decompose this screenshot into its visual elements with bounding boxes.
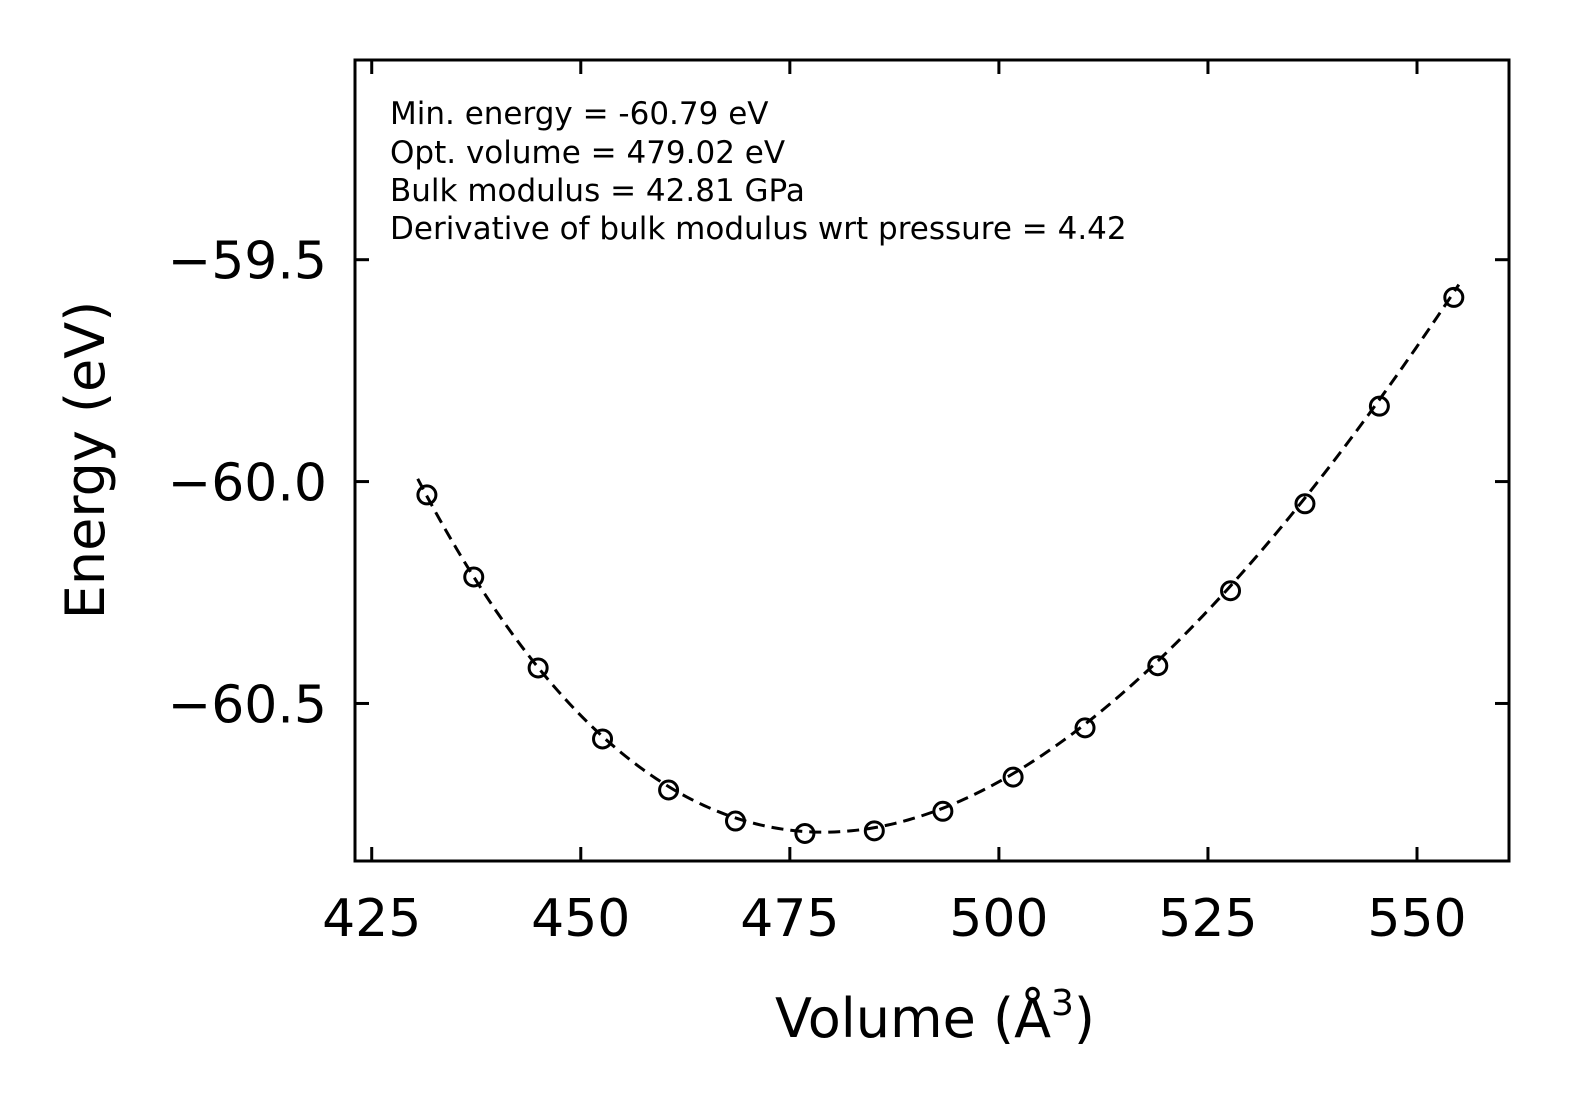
data-point — [724, 810, 746, 832]
annotation-opt-volume: Opt. volume = 479.02 eV — [390, 135, 785, 171]
x-axis-label-close: ) — [1074, 987, 1095, 1050]
y-tick-label: −60.0 — [168, 454, 327, 514]
x-tick-label: 425 — [322, 889, 421, 949]
data-point — [463, 566, 485, 588]
annotation-block: Min. energy = -60.79 eV Opt. volume = 47… — [390, 96, 1127, 247]
y-axis-ticks: −59.5 −60.0 −60.5 — [168, 232, 1509, 735]
annotation-min-energy: Min. energy = -60.79 eV — [390, 96, 768, 132]
annotation-bulk-modulus: Bulk modulus = 42.81 GPa — [390, 173, 805, 209]
annotation-bulk-derivative: Derivative of bulk modulus wrt pressure … — [390, 211, 1127, 247]
data-point — [1294, 493, 1316, 515]
fit-curve-line — [416, 283, 1461, 834]
x-tick-label: 525 — [1158, 889, 1257, 949]
data-point — [794, 822, 816, 844]
y-axis-label: Energy (eV) — [54, 301, 117, 620]
x-axis-label: Volume (Å3) — [775, 983, 1095, 1050]
data-point — [1443, 286, 1465, 308]
x-tick-label: 450 — [531, 889, 630, 949]
data-point — [527, 657, 549, 679]
x-axis-label-sup: 3 — [1051, 983, 1074, 1024]
data-point — [863, 820, 885, 842]
data-points — [416, 286, 1465, 844]
x-axis-ticks: 425 450 475 500 525 550 — [322, 60, 1467, 949]
data-point — [1368, 395, 1390, 417]
data-point — [1147, 655, 1169, 677]
x-tick-label: 550 — [1367, 889, 1466, 949]
y-tick-label: −59.5 — [168, 232, 327, 292]
data-point — [932, 800, 954, 822]
data-point — [658, 779, 680, 801]
x-axis-label-base: Volume (Å — [775, 986, 1051, 1050]
x-tick-label: 500 — [949, 889, 1048, 949]
plot-frame — [353, 58, 1511, 863]
y-tick-label: −60.5 — [168, 675, 327, 735]
x-tick-label: 475 — [740, 889, 839, 949]
data-point — [1220, 580, 1242, 602]
data-point — [1002, 766, 1024, 788]
data-point — [416, 484, 438, 506]
data-point — [592, 728, 614, 750]
data-point — [1074, 717, 1096, 739]
